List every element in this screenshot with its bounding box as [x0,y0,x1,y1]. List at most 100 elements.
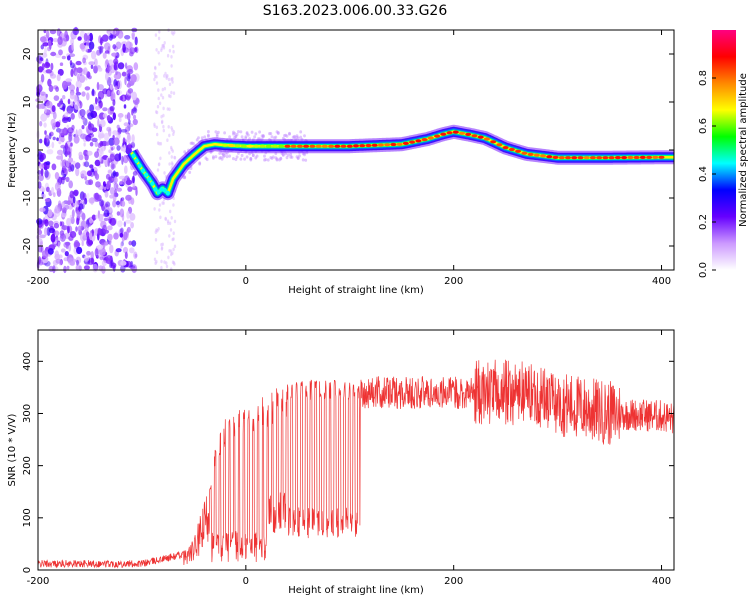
y-tick-label: -20 [22,238,33,254]
heatmap-cell [40,153,46,160]
heatmap-cell [103,229,110,234]
heatmap-cells [35,26,309,274]
heatmap-cell [119,95,123,101]
heatmap-cell [243,157,247,161]
heatmap-cell [81,115,85,120]
ridge-peak [290,144,297,148]
heatmap-cell [168,48,172,53]
heatmap-cell [161,201,164,205]
heatmap-cell [126,226,131,233]
heatmap-cell [83,67,88,76]
heatmap-cell [155,81,159,85]
heatmap-cell [98,154,103,163]
heatmap-cell [68,180,73,189]
heatmap-cell [37,238,43,246]
heatmap-cell [214,155,218,159]
heatmap-cell [81,91,86,97]
heatmap-cell [170,216,173,220]
heatmap-cell [45,93,48,98]
heatmap-cell [44,46,47,55]
heatmap-cell [155,125,158,130]
heatmap-cell [113,73,121,80]
snr-plot-area [38,330,674,570]
heatmap-cell [104,132,109,142]
heatmap-cell [121,41,128,46]
heatmap-cell [116,124,120,129]
heatmap-cell [165,74,168,79]
heatmap-cell [165,264,169,269]
heatmap-cell [39,120,43,127]
y-tick-label: 0 [22,147,33,153]
heatmap-cell [60,233,64,240]
colorbar-tick-label: 0.8 [698,70,709,86]
heatmap-cell [61,80,68,90]
ridge-peak [652,155,659,159]
heatmap-cell [38,174,44,182]
heatmap-cell [69,92,75,100]
heatmap-cell [126,39,130,49]
heatmap-cell [60,144,67,149]
ridge-peak [259,144,266,148]
heatmap-cell [285,134,289,138]
heatmap-cell [158,162,161,166]
ridge-peak [459,131,465,135]
heatmap-cell [70,62,75,69]
heatmap-cell [170,126,173,130]
heatmap-cell [57,36,63,45]
heatmap-cell [66,217,72,227]
heatmap-cell [83,118,88,126]
heatmap-cell [100,184,104,190]
heatmap-cell [82,57,86,64]
heatmap-cell [111,147,114,151]
heatmap-cell [76,210,80,219]
heatmap-cell [126,210,130,219]
heatmap-cell [107,169,113,174]
ridge-peak [546,155,553,159]
heatmap-cell [303,153,306,157]
heatmap-cell [114,188,117,197]
heatmap-cell [38,256,41,265]
heatmap-cell [158,203,162,207]
heatmap-cell [159,156,162,161]
heatmap-cell [154,33,158,37]
heatmap-cell [98,67,103,72]
heatmap-cell [246,133,250,137]
heatmap-cell [50,62,54,71]
ridge-peak [309,144,316,148]
heatmap-cell [121,71,127,77]
heatmap-cell [41,193,46,199]
heatmap-cell [168,151,171,155]
heatmap-cell [115,70,118,76]
y-tick-label: 0 [22,567,33,573]
heatmap-cell [67,116,72,122]
heatmap-cell [258,130,261,134]
heatmap-cell [164,217,167,221]
heatmap-cell [156,132,159,137]
heatmap-cell [132,114,137,120]
heatmap-cell [164,71,167,76]
ridge-peak [639,155,646,159]
colorbar-label: Normalized spectral amplitude [738,73,749,227]
heatmap-cell [80,133,87,140]
heatmap-cell [89,164,94,169]
heatmap-cell [131,240,137,247]
heatmap-cell [203,135,207,139]
x-tick-label: 0 [243,276,249,287]
heatmap-cell [41,187,46,193]
ridge-peak [565,156,571,160]
heatmap-cell [51,141,55,149]
heatmap-cell [54,204,61,214]
heatmap-cell [113,182,119,190]
heatmap-cell [171,44,175,49]
heatmap-cell [117,90,123,95]
heatmap-cell [97,229,104,236]
heatmap-cell [250,130,254,134]
colorbar [712,30,736,270]
heatmap-cell [170,64,173,68]
ridge-peak [278,144,285,148]
y-tick-label: 300 [22,404,33,423]
heatmap-cell [263,154,266,158]
heatmap-cell [114,85,119,91]
heatmap-cell [62,95,66,100]
figure-title: S163.2023.006.00.33.G26 [263,3,448,19]
